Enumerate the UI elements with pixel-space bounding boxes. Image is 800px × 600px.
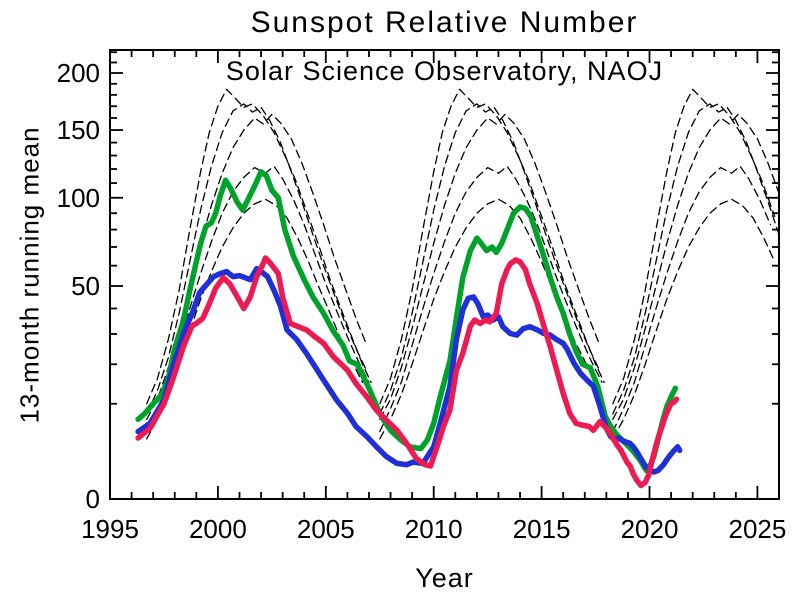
x-axis-label: Year [415,563,474,593]
x-tick-label: 2020 [621,514,679,544]
y-tick-label: 50 [71,271,100,301]
y-tick-label: 150 [57,115,100,145]
x-tick-label: 2005 [297,514,355,544]
x-tick-label: 1995 [81,514,139,544]
x-tick-label: 2025 [728,514,786,544]
x-tick-label: 2000 [189,514,247,544]
chart-title: Sunspot Relative Number [250,6,639,39]
y-tick-label: 0 [86,484,100,514]
chart-annotation: Solar Science Observatory, NAOJ [225,56,664,86]
y-axis-label: 13-month running mean [14,126,45,424]
x-tick-label: 2015 [513,514,571,544]
y-tick-label: 100 [57,183,100,213]
x-tick-label: 2010 [405,514,463,544]
y-tick-label: 200 [57,58,100,88]
